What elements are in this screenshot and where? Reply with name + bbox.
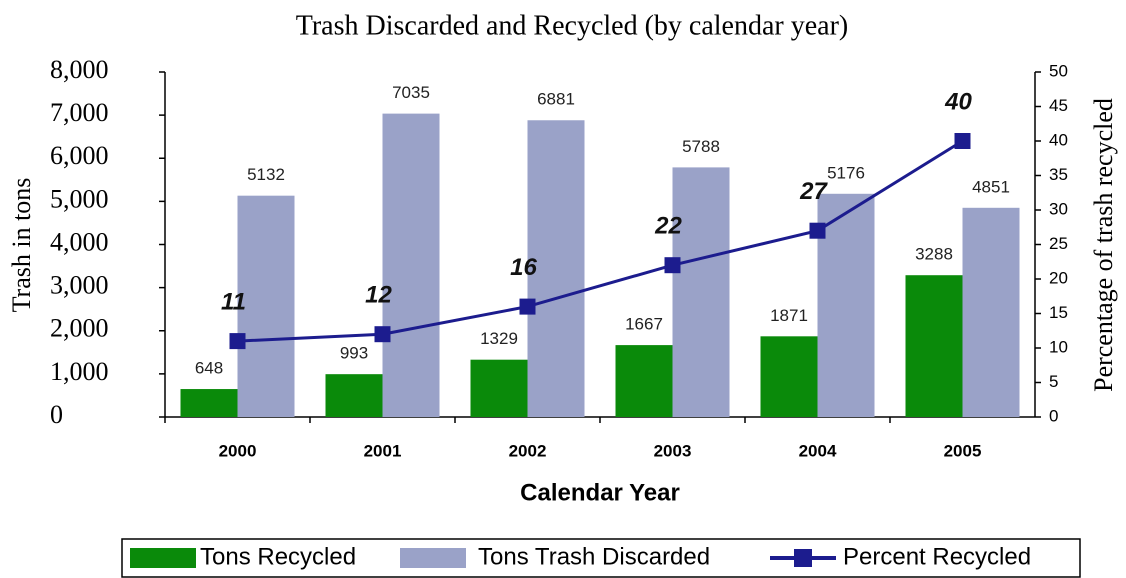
- x-tick-label: 2002: [509, 441, 547, 460]
- bar: [180, 389, 238, 417]
- bar: [962, 207, 1020, 417]
- y2-tick-label: 20: [1049, 268, 1068, 287]
- bar: [382, 113, 440, 417]
- y-tick-label: 5,000: [50, 184, 109, 213]
- bar-value-label: 3288: [915, 245, 953, 264]
- line-value-label: 11: [221, 288, 246, 315]
- y-tick-label: 2,000: [50, 314, 109, 343]
- bar: [817, 193, 875, 417]
- bar: [672, 167, 730, 417]
- bar: [237, 195, 295, 417]
- x-tick-label: 2001: [364, 441, 402, 460]
- bar-value-label: 7035: [392, 83, 430, 102]
- line-marker: [374, 326, 391, 343]
- line-value-label: 16: [510, 254, 537, 281]
- bar-value-label: 4851: [972, 177, 1010, 196]
- line: [237, 139, 964, 343]
- bar-value-label: 1871: [770, 306, 808, 325]
- legend-label: Tons Recycled: [200, 543, 356, 570]
- y-tick-label: 8,000: [50, 55, 109, 84]
- bar-value-label: 648: [195, 359, 223, 378]
- y-tick-label: 3,000: [50, 271, 109, 300]
- bar-value-label: 5788: [682, 137, 720, 156]
- legend-label: Percent Recycled: [843, 543, 1031, 570]
- bar: [760, 336, 818, 417]
- x-axis-label: Calendar Year: [520, 479, 680, 506]
- bar: [325, 374, 383, 417]
- y2-tick-label: 0: [1049, 406, 1058, 425]
- bar-value-label: 5132: [247, 165, 285, 184]
- x-tick-label: 2003: [654, 441, 692, 460]
- y2-tick-label: 50: [1049, 61, 1068, 80]
- legend-label: Tons Trash Discarded: [478, 543, 710, 570]
- bar: [527, 120, 585, 418]
- y2-tick-label: 10: [1049, 337, 1068, 356]
- y-tick-label: 0: [50, 400, 63, 429]
- line-marker: [664, 257, 681, 274]
- bar-value-label: 6881: [537, 90, 575, 109]
- y-tick-label: 6,000: [50, 141, 109, 170]
- y2-tick-label: 25: [1049, 234, 1068, 253]
- line-value-label: 40: [944, 88, 972, 115]
- bar: [905, 275, 963, 417]
- y-tick-label: 7,000: [50, 98, 109, 127]
- line-marker: [519, 298, 536, 315]
- y2-axis-label: Percentage of trash recycled: [1089, 98, 1118, 392]
- line-marker: [954, 133, 971, 149]
- y2-tick-label: 5: [1049, 372, 1058, 391]
- bar-value-label: 5176: [827, 163, 865, 182]
- y-tick-label: 1,000: [50, 357, 109, 386]
- legend-swatch: [400, 548, 466, 568]
- line-marker: [809, 222, 826, 239]
- line-value-label: 22: [654, 213, 682, 240]
- x-tick-label: 2004: [799, 441, 837, 460]
- bar-value-label: 1667: [625, 315, 663, 334]
- bar: [615, 345, 673, 417]
- chart-title: Trash Discarded and Recycled (by calenda…: [296, 10, 849, 41]
- line-marker: [229, 333, 246, 350]
- y2-tick-label: 30: [1049, 199, 1068, 218]
- y2-tick-label: 35: [1049, 165, 1068, 184]
- bar-value-label: 1329: [480, 329, 518, 348]
- y2-tick-label: 45: [1049, 96, 1068, 115]
- y2-tick-label: 40: [1049, 130, 1068, 149]
- x-tick-label: 2005: [944, 441, 982, 460]
- x-tick-label: 2000: [219, 441, 257, 460]
- y-axis-label: Trash in tons: [7, 178, 36, 313]
- y-tick-label: 4,000: [50, 227, 109, 256]
- legend-swatch: [130, 548, 196, 568]
- y2-tick-label: 15: [1049, 303, 1068, 322]
- legend-box: [121, 538, 1081, 578]
- line-value-label: 12: [365, 282, 392, 309]
- bar: [470, 359, 528, 417]
- line-value-label: 27: [799, 178, 828, 205]
- legend-marker: [794, 549, 812, 567]
- bar-value-label: 993: [340, 344, 368, 363]
